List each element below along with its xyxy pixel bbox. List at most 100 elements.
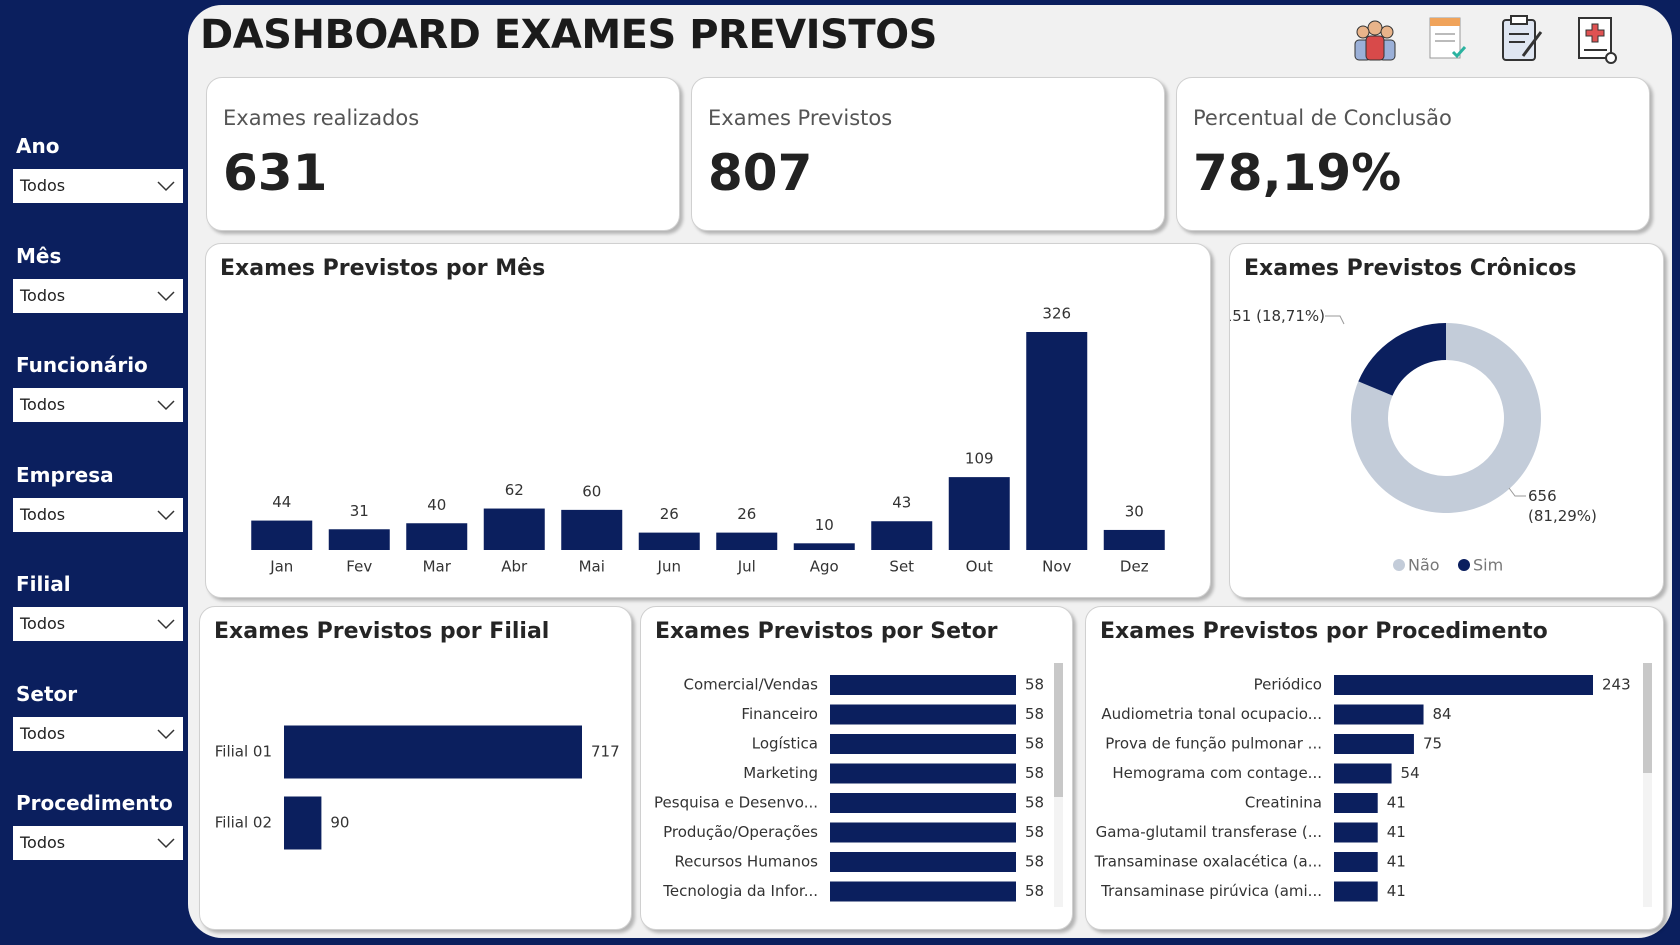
team-icon (1354, 20, 1396, 61)
filter-dropdown[interactable]: Todos (13, 716, 183, 751)
bar (830, 852, 1016, 872)
y-tick-label: Financeiro (741, 705, 818, 723)
data-label: 10 (815, 516, 834, 534)
header-icons (1354, 15, 1617, 64)
y-tick-label: Marketing (743, 764, 818, 782)
data-label: 326 (1042, 305, 1071, 323)
chart-title: Exames Previstos por Setor (655, 619, 998, 644)
kpi-card: Percentual de Conclusão 78,19% (1176, 77, 1650, 231)
data-label: 54 (1401, 764, 1420, 782)
filter-dropdown[interactable]: Todos (13, 826, 183, 860)
filter-dropdown[interactable]: Todos (13, 169, 183, 203)
y-tick-label: Prova de função pulmonar ... (1105, 735, 1322, 753)
bar (830, 822, 1016, 843)
data-label: 58 (1025, 794, 1044, 812)
bar (793, 543, 855, 550)
scrollbar-thumb[interactable] (1643, 663, 1652, 773)
chevron-icon (157, 290, 175, 301)
data-label: 41 (1387, 794, 1406, 812)
bar (830, 793, 1016, 813)
x-tick-label: Jan (269, 558, 293, 576)
data-label: 58 (1025, 882, 1044, 900)
data-label: 31 (350, 502, 369, 520)
chart-card: Exames Previstos por Mês 44 Jan 31 Fev 40 Mar 6… (205, 243, 1211, 598)
chart: Exames Previstos por Mês 44 Jan 31 Fev 40 Mar 6… (220, 256, 1165, 576)
filter-dropdown[interactable]: Todos (13, 388, 183, 422)
bar (1334, 852, 1378, 872)
bar (1026, 332, 1088, 550)
scrollbar-thumb[interactable] (1054, 663, 1063, 797)
chevron-icon (157, 509, 175, 520)
filter-value: Todos (20, 614, 66, 633)
legend-marker (1393, 559, 1405, 571)
legend-label: Não (1408, 556, 1440, 575)
chart: Exames Previstos por Filial Filial 01 717 F… (214, 619, 620, 850)
leader-line (1325, 315, 1345, 325)
data-label: 84 (1433, 705, 1452, 723)
filter-dropdown[interactable]: Todos (13, 278, 183, 313)
kpi-card: Exames Previstos 807 (691, 77, 1165, 231)
filter-value: Todos (20, 395, 66, 414)
filter-value: Todos (20, 285, 66, 305)
chevron-icon (157, 838, 175, 849)
chevron (157, 728, 175, 739)
bar (716, 532, 778, 550)
filter-label: Funcionário (16, 353, 148, 377)
bar (284, 725, 582, 779)
bar (948, 477, 1010, 550)
x-tick-label: Set (889, 558, 914, 576)
bar (1334, 881, 1378, 902)
kpi-label: Percentual de Conclusão (1193, 106, 1452, 130)
filter-label: Mês (16, 243, 62, 268)
x-tick-label: Jul (737, 558, 756, 576)
clipboard-icon (1502, 15, 1543, 61)
filter-dropdown[interactable]: Todos (13, 497, 183, 532)
bar (830, 675, 1016, 695)
bar (483, 508, 545, 550)
data-label: 41 (1387, 823, 1406, 841)
bar (1334, 793, 1378, 813)
bar (830, 704, 1016, 725)
data-label: 44 (272, 493, 291, 511)
donut-slice (1358, 323, 1446, 396)
bar (1334, 763, 1392, 784)
x-tick-label: Fev (346, 558, 372, 576)
kpi-value: 78,19% (1193, 144, 1402, 202)
chevron-icon (157, 181, 175, 192)
chevron-icon (157, 728, 175, 739)
donut-slice (1351, 323, 1541, 513)
y-tick-label: Periódico (1254, 676, 1322, 694)
chevron (157, 509, 175, 520)
chevron (157, 400, 175, 411)
kpi-label: Exames realizados (223, 106, 420, 130)
chart-card: Exames Previstos por Filial Filial 01 717 F… (199, 606, 632, 930)
chart-title: Exames Previstos por Procedimento (1100, 619, 1548, 644)
data-label: 41 (1387, 853, 1406, 871)
y-tick-label: Hemograma com contage... (1112, 764, 1322, 782)
filter-dropdown[interactable]: Todos (13, 607, 183, 641)
kpi-value: 631 (223, 144, 328, 202)
legend-marker (1458, 559, 1470, 571)
data-label: 40 (427, 496, 446, 514)
chart-title: Exames Previstos Crônicos (1244, 256, 1576, 281)
bar (1103, 529, 1165, 550)
y-tick-label: Logística (752, 735, 818, 753)
x-tick-label: Ago (810, 558, 839, 576)
x-tick-label: Dez (1120, 558, 1149, 576)
data-label: 58 (1025, 764, 1044, 782)
data-label: 109 (965, 450, 994, 468)
data-label: 26 (737, 505, 756, 523)
scrollbar-track (1643, 663, 1652, 907)
dashboard-title: DASHBOARD EXAMES PREVISTOS (200, 12, 937, 58)
checklist-icon (1429, 17, 1467, 59)
x-tick-label: Out (966, 558, 993, 576)
data-label: 43 (892, 494, 911, 512)
kpi-label: Exames Previstos (708, 106, 893, 130)
x-tick-label: Abr (501, 558, 528, 576)
y-tick-label: Recursos Humanos (674, 853, 818, 871)
filter-label: Empresa (16, 462, 114, 487)
kpi-card: Exames realizados 631 (206, 77, 680, 231)
bar (638, 532, 700, 550)
y-tick-label: Produção/Operações (663, 823, 818, 841)
